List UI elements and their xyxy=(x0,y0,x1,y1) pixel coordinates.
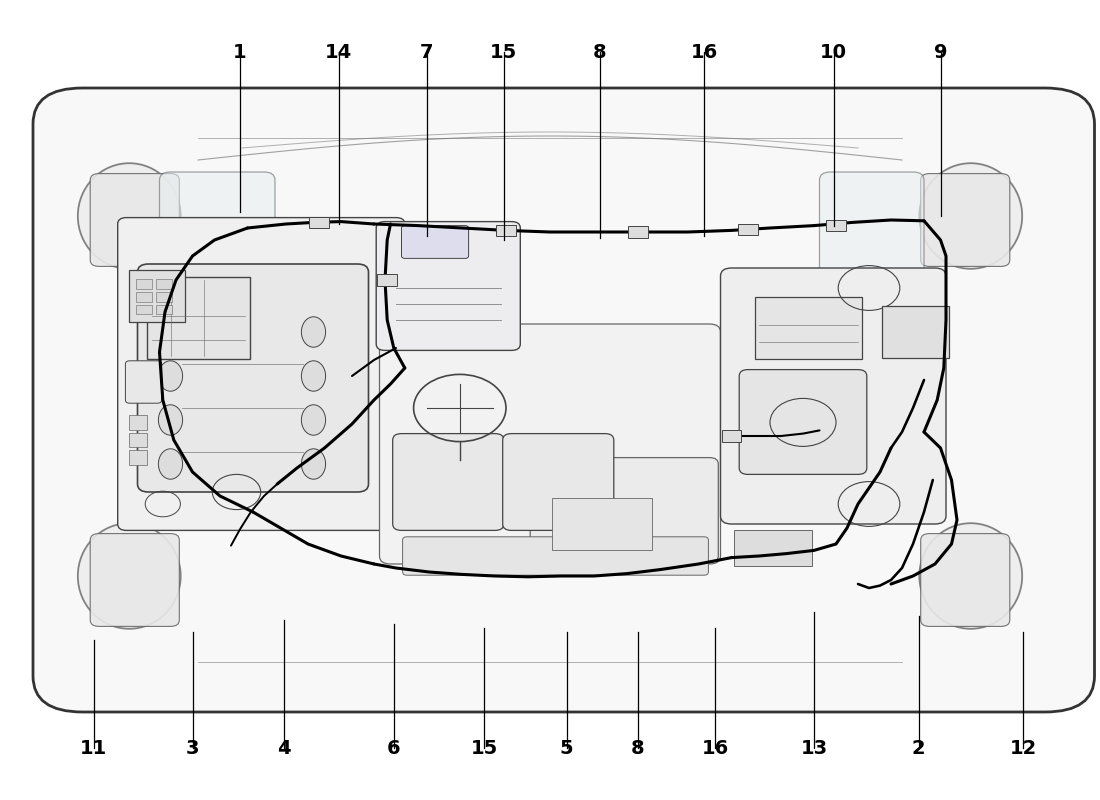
FancyBboxPatch shape xyxy=(530,458,718,562)
FancyBboxPatch shape xyxy=(921,534,1010,626)
Ellipse shape xyxy=(920,163,1022,269)
Text: 14: 14 xyxy=(326,42,352,62)
Text: eurospares: eurospares xyxy=(609,575,821,609)
Text: 12: 12 xyxy=(1010,738,1036,758)
Text: 16: 16 xyxy=(691,42,717,62)
FancyBboxPatch shape xyxy=(125,361,162,403)
Text: 5: 5 xyxy=(560,738,573,758)
FancyBboxPatch shape xyxy=(129,433,147,447)
Ellipse shape xyxy=(920,523,1022,629)
FancyBboxPatch shape xyxy=(376,222,520,350)
Text: 10: 10 xyxy=(821,42,847,62)
Text: 1: 1 xyxy=(233,42,246,62)
FancyBboxPatch shape xyxy=(90,534,179,626)
Ellipse shape xyxy=(158,405,183,435)
FancyBboxPatch shape xyxy=(379,324,720,564)
Text: 2: 2 xyxy=(912,738,925,758)
Text: 8: 8 xyxy=(631,738,645,758)
Ellipse shape xyxy=(158,449,183,479)
FancyBboxPatch shape xyxy=(722,430,741,442)
FancyBboxPatch shape xyxy=(393,434,504,530)
Text: eurospares: eurospares xyxy=(180,575,392,609)
FancyBboxPatch shape xyxy=(503,434,614,530)
Text: eurospares: eurospares xyxy=(180,159,392,193)
Text: 6: 6 xyxy=(387,738,400,758)
Text: eurospares: eurospares xyxy=(609,159,821,193)
FancyBboxPatch shape xyxy=(720,268,946,524)
Ellipse shape xyxy=(301,405,326,435)
FancyBboxPatch shape xyxy=(377,274,397,286)
FancyBboxPatch shape xyxy=(552,498,652,550)
FancyBboxPatch shape xyxy=(129,450,147,465)
FancyBboxPatch shape xyxy=(403,537,708,575)
Text: 7: 7 xyxy=(420,42,433,62)
FancyBboxPatch shape xyxy=(156,305,172,314)
Text: 3: 3 xyxy=(186,738,199,758)
FancyBboxPatch shape xyxy=(136,279,152,289)
FancyBboxPatch shape xyxy=(826,220,846,231)
FancyBboxPatch shape xyxy=(739,370,867,474)
FancyBboxPatch shape xyxy=(160,172,275,332)
Text: 15: 15 xyxy=(471,738,497,758)
FancyBboxPatch shape xyxy=(118,218,405,530)
Ellipse shape xyxy=(78,163,180,269)
FancyBboxPatch shape xyxy=(129,270,185,322)
FancyBboxPatch shape xyxy=(402,226,469,258)
FancyBboxPatch shape xyxy=(755,297,862,359)
Ellipse shape xyxy=(78,523,180,629)
FancyBboxPatch shape xyxy=(90,174,179,266)
FancyBboxPatch shape xyxy=(33,88,1094,712)
Text: 8: 8 xyxy=(593,42,606,62)
Ellipse shape xyxy=(301,317,326,347)
Ellipse shape xyxy=(301,361,326,391)
FancyBboxPatch shape xyxy=(147,277,250,359)
Text: 11: 11 xyxy=(80,738,107,758)
FancyBboxPatch shape xyxy=(882,306,949,358)
Ellipse shape xyxy=(158,317,183,347)
FancyBboxPatch shape xyxy=(738,224,758,235)
Ellipse shape xyxy=(301,449,326,479)
FancyBboxPatch shape xyxy=(309,217,329,228)
FancyBboxPatch shape xyxy=(136,305,152,314)
FancyBboxPatch shape xyxy=(156,279,172,289)
FancyBboxPatch shape xyxy=(136,292,152,302)
FancyBboxPatch shape xyxy=(156,292,172,302)
Text: eurospares: eurospares xyxy=(180,367,392,401)
Text: 16: 16 xyxy=(702,738,728,758)
FancyBboxPatch shape xyxy=(496,225,516,236)
FancyBboxPatch shape xyxy=(921,174,1010,266)
FancyBboxPatch shape xyxy=(129,415,147,430)
FancyBboxPatch shape xyxy=(138,264,368,492)
FancyBboxPatch shape xyxy=(734,530,812,566)
Text: 9: 9 xyxy=(934,42,947,62)
Text: 4: 4 xyxy=(277,738,290,758)
Ellipse shape xyxy=(158,361,183,391)
Text: 13: 13 xyxy=(801,738,827,758)
Text: 15: 15 xyxy=(491,42,517,62)
FancyBboxPatch shape xyxy=(628,226,648,238)
Text: eurospares: eurospares xyxy=(609,367,821,401)
FancyBboxPatch shape xyxy=(820,172,924,328)
